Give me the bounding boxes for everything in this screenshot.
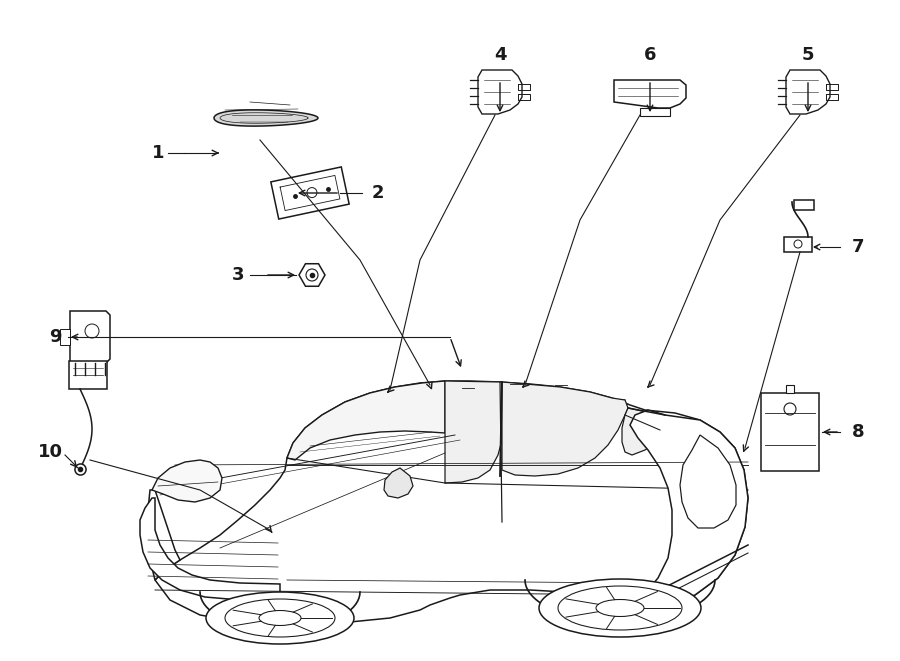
- Polygon shape: [794, 200, 814, 210]
- Polygon shape: [784, 237, 812, 252]
- Polygon shape: [614, 80, 686, 108]
- Polygon shape: [152, 460, 222, 502]
- Polygon shape: [502, 382, 628, 476]
- Polygon shape: [630, 410, 748, 608]
- Polygon shape: [287, 381, 445, 460]
- Ellipse shape: [539, 579, 701, 637]
- Text: 4: 4: [494, 46, 506, 64]
- Polygon shape: [140, 498, 280, 600]
- Ellipse shape: [558, 586, 682, 630]
- Ellipse shape: [206, 592, 354, 644]
- Polygon shape: [271, 167, 349, 219]
- Polygon shape: [478, 70, 522, 114]
- Text: 3: 3: [232, 266, 244, 284]
- Text: 7: 7: [851, 238, 864, 256]
- Polygon shape: [299, 264, 325, 286]
- Polygon shape: [214, 110, 318, 126]
- Text: 9: 9: [49, 328, 61, 346]
- Polygon shape: [70, 311, 110, 363]
- Polygon shape: [384, 468, 413, 498]
- Ellipse shape: [596, 600, 644, 617]
- Polygon shape: [786, 385, 794, 393]
- Polygon shape: [155, 381, 748, 625]
- Text: 8: 8: [851, 423, 864, 441]
- Text: 10: 10: [38, 443, 62, 461]
- Polygon shape: [148, 490, 180, 580]
- Polygon shape: [69, 361, 107, 389]
- Text: 5: 5: [802, 46, 814, 64]
- Polygon shape: [622, 408, 668, 455]
- Polygon shape: [786, 70, 830, 114]
- Polygon shape: [761, 393, 819, 471]
- Polygon shape: [680, 435, 736, 528]
- Text: 6: 6: [644, 46, 656, 64]
- Text: 1: 1: [152, 144, 164, 162]
- Polygon shape: [640, 108, 670, 116]
- Polygon shape: [60, 329, 70, 345]
- Text: 2: 2: [372, 184, 384, 202]
- Ellipse shape: [259, 611, 301, 625]
- Ellipse shape: [225, 599, 335, 637]
- Polygon shape: [445, 381, 502, 483]
